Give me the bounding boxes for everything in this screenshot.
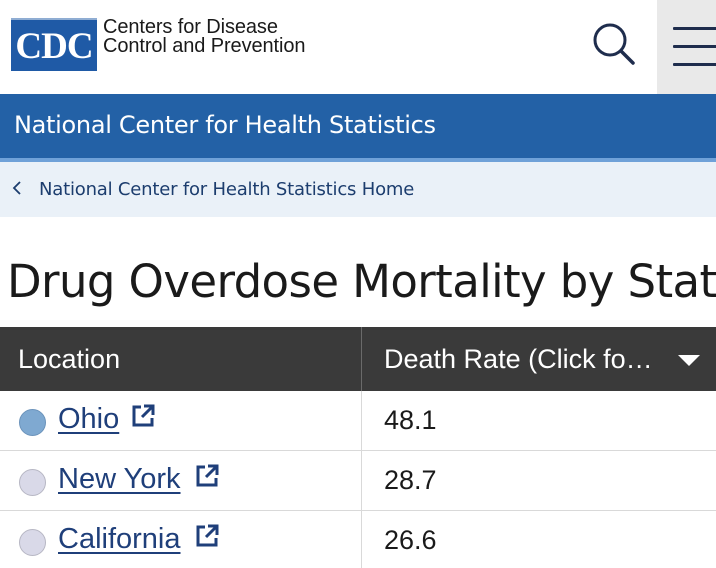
search-button[interactable] [588,18,640,70]
column-divider [361,511,362,568]
column-divider [361,327,362,391]
dropdown-caret-icon[interactable] [678,355,700,366]
table-row: New York 28.7 [0,451,716,511]
column-header-location[interactable]: Location [18,344,121,374]
page-title: Drug Overdose Mortality by State [7,255,716,308]
location-link[interactable]: California [58,523,181,555]
external-link-icon[interactable] [194,463,220,489]
column-divider [361,391,362,451]
external-link-icon[interactable] [194,523,220,549]
org-name-line1: Centers for Disease [103,16,278,38]
cdc-logo[interactable]: CDC [11,18,97,71]
death-rate-value: 26.6 [384,525,437,555]
external-link-icon[interactable] [130,403,156,429]
chevron-left-icon [12,181,21,195]
center-banner: National Center for Health Statistics [0,94,716,158]
breadcrumb-link[interactable]: National Center for Health Statistics Ho… [39,179,415,200]
death-rate-value: 48.1 [384,405,437,435]
menu-button[interactable] [657,0,716,94]
search-icon [593,23,635,65]
location-link[interactable]: Ohio [58,403,120,435]
death-rate-value: 28.7 [384,465,437,495]
svg-text:CDC: CDC [15,26,92,67]
table-row: California 26.6 [0,511,716,568]
hamburger-menu-icon [673,27,716,30]
banner-underline [0,158,716,162]
column-header-death-rate[interactable]: Death Rate (Click fo… [384,344,653,374]
hamburger-bar [673,45,716,48]
table-header: Location Death Rate (Click fo… [0,327,716,391]
column-divider [361,451,362,511]
legend-dot[interactable] [19,529,46,556]
legend-dot-selected[interactable] [19,409,46,436]
site-header: CDC Centers for Disease Control and Prev… [0,0,716,94]
table-row: Ohio 48.1 [0,391,716,451]
org-name-line2: Control and Prevention [103,35,306,57]
breadcrumb[interactable]: National Center for Health Statistics Ho… [0,162,716,217]
hamburger-bar [673,63,716,66]
data-table: Location Death Rate (Click fo… Ohio 48.1… [0,327,716,568]
legend-dot[interactable] [19,469,46,496]
center-title[interactable]: National Center for Health Statistics [14,111,436,139]
location-link[interactable]: New York [58,463,181,495]
org-name: Centers for Disease Control and Preventi… [103,16,306,57]
